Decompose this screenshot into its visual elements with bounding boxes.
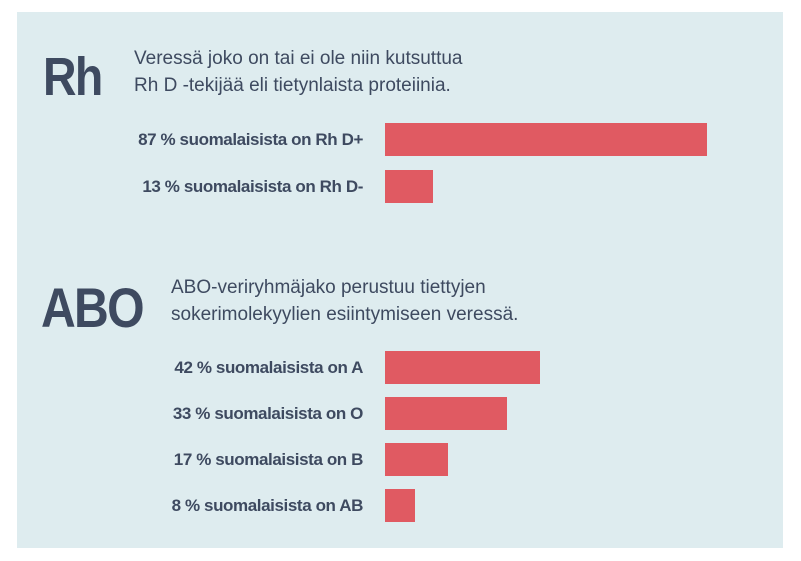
bar-row: 87 % suomalaisista on Rh D+ [17, 123, 783, 157]
bar-label: 33 % suomalaisista on O [172, 404, 364, 423]
bar-row: 13 % suomalaisista on Rh D- [17, 170, 783, 204]
rh-description-line-1: Veressä joko on tai ei ole niin kutsuttu… [134, 48, 463, 69]
bar-label: 17 % suomalaisista on B [173, 450, 364, 469]
abo-description-line-2: sokerimolekyylien esiintymiseen veressä. [171, 304, 519, 325]
bar-row: 33 % suomalaisista on O [17, 397, 783, 431]
bar-row: 42 % suomalaisista on A [17, 351, 783, 385]
bar [385, 351, 540, 384]
rh-description: Veressä joko on tai ei ole niin kutsuttu… [134, 45, 462, 99]
bar-label: 87 % suomalaisista on Rh D+ [138, 130, 363, 149]
bar-label: 13 % suomalaisista on Rh D- [142, 177, 363, 196]
bar [385, 489, 415, 522]
bar [385, 397, 507, 430]
bar-row: 17 % suomalaisista on B [17, 443, 783, 477]
chart-panel: Rh Veressä joko on tai ei ole niin kutsu… [17, 12, 783, 548]
bar-label: 42 % suomalaisista on A [174, 358, 363, 377]
bar [385, 443, 448, 476]
abo-description: ABO-veriryhmäjako perustuu tiettyjen sok… [171, 274, 518, 328]
abo-description-line-1: ABO-veriryhmäjako perustuu tiettyjen [171, 277, 486, 298]
bar-label: 8 % suomalaisista on AB [171, 496, 364, 515]
rh-description-line-2: Rh D -tekijää eli tietynlaista proteiini… [134, 75, 451, 96]
bar [385, 123, 707, 156]
bar [385, 170, 433, 203]
rh-heading: Rh [43, 47, 103, 107]
bar-row: 8 % suomalaisista on AB [17, 489, 783, 523]
abo-heading: ABO [41, 276, 145, 339]
